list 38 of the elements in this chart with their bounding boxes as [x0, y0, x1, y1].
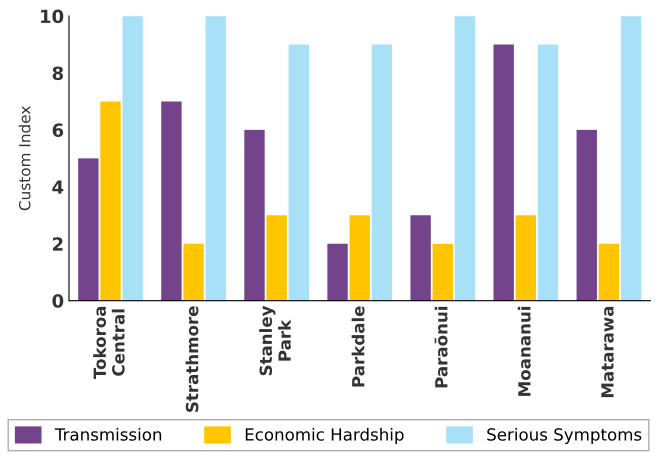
- bar: [78, 158, 99, 301]
- x-tick-label: Paraōnui: [434, 306, 448, 388]
- bar: [183, 244, 204, 301]
- y-tick-label: 0: [52, 294, 64, 308]
- y-tick-label: 8: [52, 66, 64, 80]
- x-tick-label: Parkdale: [352, 306, 365, 386]
- bar: [100, 101, 121, 301]
- legend-label: Transmission: [54, 428, 162, 441]
- bar: [266, 215, 287, 301]
- x-tick-label: Matarawa: [601, 306, 614, 398]
- legend-label: Economic Hardship: [246, 428, 404, 444]
- bar: [516, 215, 536, 301]
- bar: [538, 44, 558, 301]
- bar: [493, 44, 514, 301]
- bar: [598, 244, 620, 301]
- bar: [620, 16, 642, 301]
- bar: [327, 244, 348, 301]
- y-tick-label: 4: [52, 180, 64, 194]
- bar: [244, 130, 265, 301]
- bar: [576, 130, 597, 301]
- x-tick-label: Tokoroa Central: [93, 306, 125, 380]
- bar: [350, 215, 370, 301]
- bar: [410, 215, 431, 301]
- y-tick-label: 10: [41, 10, 64, 24]
- bar: [122, 16, 143, 301]
- bar: [454, 16, 476, 301]
- y-tick-label: 2: [52, 237, 63, 251]
- bar: [288, 44, 309, 301]
- y-tick-label: 6: [52, 123, 64, 138]
- x-tick-label: Strathmore: [186, 306, 198, 412]
- legend-label: Serious Symptoms: [487, 428, 642, 444]
- bar: [372, 44, 392, 301]
- bar: [161, 101, 182, 301]
- bar: [432, 244, 453, 301]
- x-tick-label: Stanley Park: [259, 306, 291, 376]
- y-axis-title: Custom Index: [18, 106, 30, 210]
- x-tick-label: Moananui: [518, 306, 531, 396]
- bar: [206, 16, 226, 301]
